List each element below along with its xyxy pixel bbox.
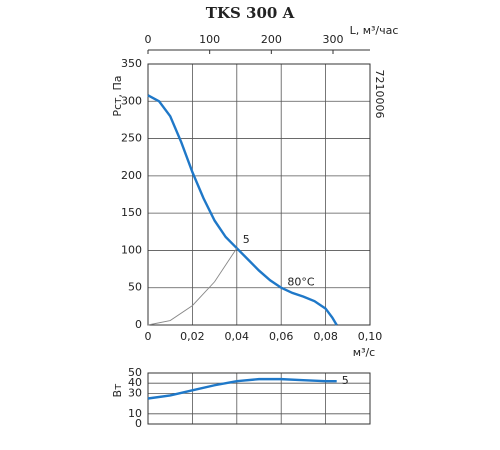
x-tick-label: 0,10: [358, 330, 383, 343]
annotation: 5: [342, 374, 349, 387]
y-tick-label: 150: [121, 206, 142, 219]
series-line: [147, 247, 238, 326]
y-tick-label: 250: [121, 132, 142, 145]
y-axis-label: Вт: [111, 383, 124, 398]
x-tick-label: 0,02: [180, 330, 205, 343]
series-line: [147, 377, 337, 400]
x2-tick-label: 100: [199, 33, 220, 46]
y-tick-label: 30: [128, 386, 142, 399]
y-tick-label: 300: [121, 94, 142, 107]
code-label: 7210006: [373, 70, 386, 119]
plot-frame: [147, 63, 371, 326]
y-tick-label: 350: [121, 57, 142, 70]
x-tick-label: 0: [145, 330, 152, 343]
chart-title: TKS 300 A: [206, 4, 295, 22]
y-tick-label: 50: [128, 281, 142, 294]
y-tick-label: 0: [135, 417, 142, 430]
y-axis-label: Рст, Па: [111, 75, 124, 116]
annotation: 80°C: [287, 275, 314, 288]
y-tick-label: 40: [128, 376, 142, 389]
series-line: [147, 94, 338, 326]
y-tick-label: 10: [128, 407, 142, 420]
annotation: 5: [243, 233, 250, 246]
y-tick-label: 100: [121, 243, 142, 256]
x-tick-label: 0,08: [313, 330, 338, 343]
x2-axis-label: L, м³/час: [350, 24, 399, 37]
x2-tick-label: 300: [323, 33, 344, 46]
y-tick-label: 0: [135, 318, 142, 331]
x2-tick-label: 200: [261, 33, 282, 46]
x-tick-label: 0,06: [269, 330, 294, 343]
y-tick-label: 200: [121, 169, 142, 182]
x-tick-label: 0,04: [225, 330, 250, 343]
x-axis-label: м³/с: [353, 346, 375, 359]
y-tick-label: 50: [128, 366, 142, 379]
x2-tick-label: 0: [145, 33, 152, 46]
